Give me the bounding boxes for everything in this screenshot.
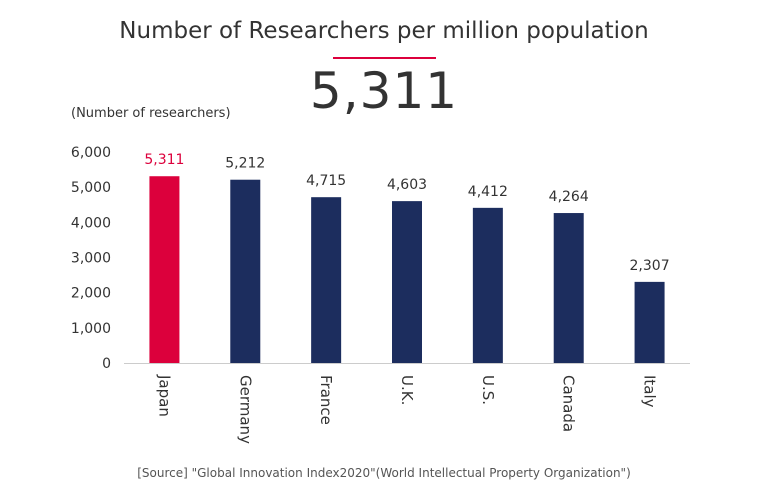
x-tick-label: Japan bbox=[155, 374, 173, 417]
highlight-value: 5,311 bbox=[309, 62, 459, 120]
x-tick-label: U.K. bbox=[398, 375, 416, 405]
x-tick-label: France bbox=[317, 375, 335, 425]
bar-canada bbox=[553, 213, 584, 363]
value-label: 4,412 bbox=[468, 184, 508, 200]
source-note: [Source] "Global Innovation Index2020"(W… bbox=[137, 466, 631, 480]
y-tick-label: 2,000 bbox=[71, 286, 111, 302]
bar-france bbox=[311, 197, 342, 363]
value-label: 2,307 bbox=[630, 258, 670, 274]
bar-uk bbox=[392, 201, 422, 363]
bar-us bbox=[472, 207, 503, 363]
y-tick-label: 0 bbox=[102, 356, 111, 372]
y-tick-label: 6,000 bbox=[71, 145, 111, 161]
value-label: 5,311 bbox=[144, 152, 184, 168]
y-tick-label: 5,000 bbox=[71, 180, 111, 196]
title-underline bbox=[333, 57, 436, 59]
x-tick-label: Germany bbox=[236, 375, 254, 444]
value-label: 5,212 bbox=[225, 156, 265, 172]
y-tick-label: 3,000 bbox=[71, 251, 111, 267]
x-tick-label: Italy bbox=[641, 375, 659, 408]
value-label: 4,715 bbox=[306, 173, 346, 189]
x-tick-label: Canada bbox=[560, 375, 578, 432]
x-tick-label: U.S. bbox=[479, 375, 497, 405]
y-tick-label: 1,000 bbox=[71, 321, 111, 337]
y-tick-label: 4,000 bbox=[71, 215, 111, 231]
value-label: 4,264 bbox=[549, 189, 589, 205]
chart-title: Number of Researchers per million popula… bbox=[119, 18, 649, 44]
value-label: 4,603 bbox=[387, 177, 427, 193]
y-axis-label: (Number of researchers) bbox=[71, 106, 231, 121]
bar-germany bbox=[230, 179, 261, 363]
bar-italy bbox=[634, 281, 665, 363]
bar-japan bbox=[149, 176, 180, 363]
